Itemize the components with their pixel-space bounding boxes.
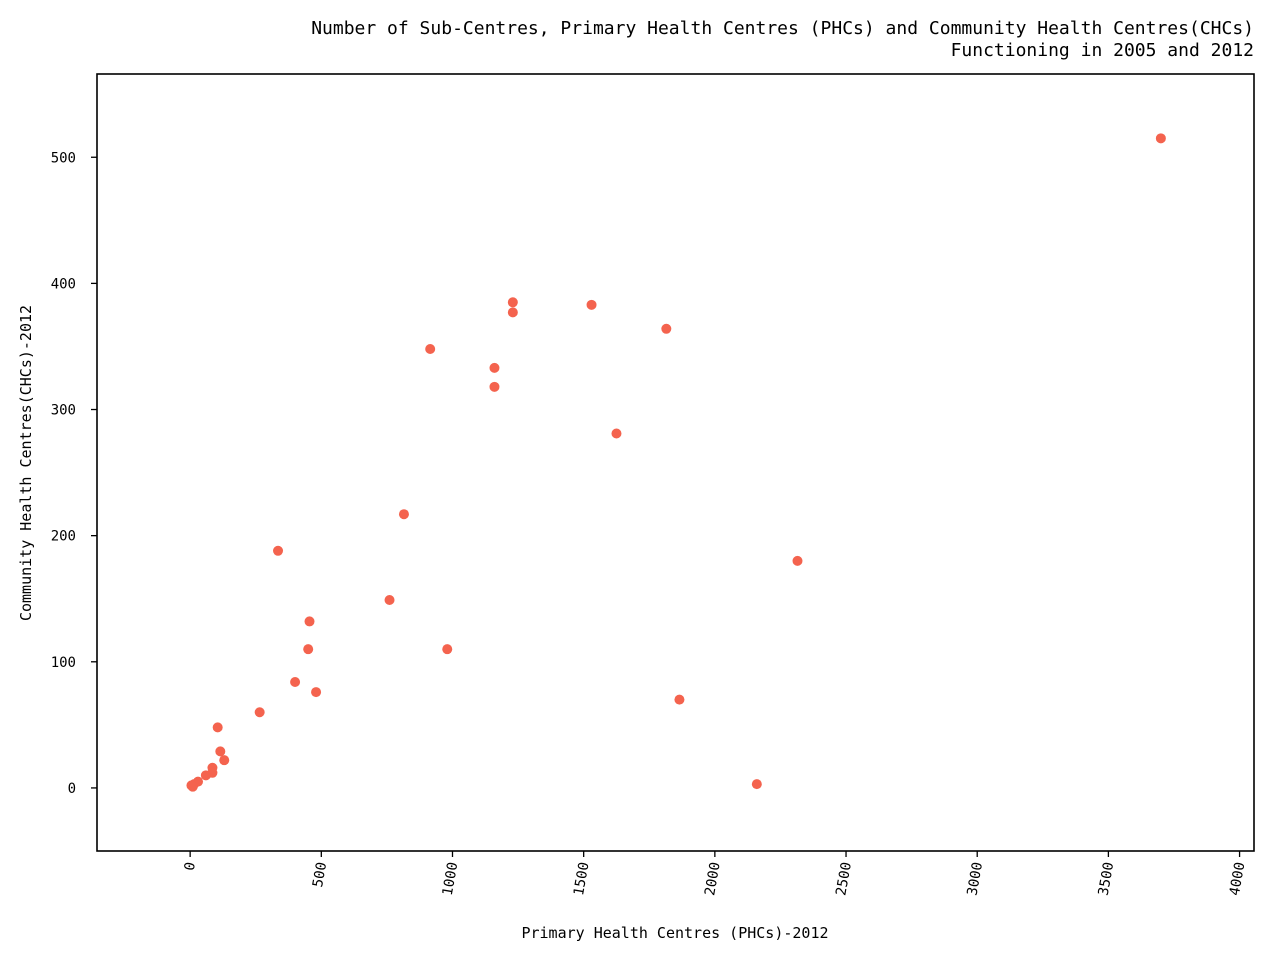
data-point <box>792 555 803 566</box>
data-point <box>212 722 223 733</box>
data-point <box>674 694 685 705</box>
plot-frame <box>96 73 1255 852</box>
x-tick-label: 4000 <box>1227 861 1249 897</box>
data-point <box>290 676 301 687</box>
data-point <box>273 545 284 556</box>
data-point <box>586 299 597 310</box>
y-axis-label: Community Health Centres(CHCs)-2012 <box>17 305 35 621</box>
data-point <box>384 594 395 605</box>
y-axis-ticks: 0 100 200 300 400 500 <box>51 150 97 797</box>
x-tick-label: 0 <box>182 861 199 872</box>
data-point <box>1155 133 1166 144</box>
x-tick-label: 1000 <box>440 861 462 897</box>
x-tick-label: 2000 <box>702 861 724 897</box>
data-point <box>489 381 500 392</box>
data-point <box>751 779 762 790</box>
chart-title-line-2: Functioning in 2005 and 2012 <box>951 40 1254 61</box>
data-point <box>254 707 265 718</box>
x-tick-label: 2500 <box>833 861 855 897</box>
y-tick-label: 200 <box>51 529 76 545</box>
data-point <box>507 307 518 318</box>
y-tick-label: 0 <box>68 781 76 797</box>
y-tick-label: 400 <box>51 276 76 292</box>
x-tick-label: 1500 <box>571 861 593 897</box>
data-point <box>215 746 226 757</box>
y-tick-label: 300 <box>51 403 76 419</box>
data-point <box>425 343 436 354</box>
data-points <box>186 133 1166 792</box>
data-point <box>303 644 314 655</box>
data-point <box>311 687 322 698</box>
data-point <box>187 781 198 792</box>
chart-title-line-1: Number of Sub-Centres, Primary Health Ce… <box>311 18 1254 39</box>
data-point <box>200 770 211 781</box>
y-tick-label: 500 <box>51 150 76 166</box>
data-point <box>611 428 622 439</box>
data-point <box>219 755 230 766</box>
data-point <box>661 323 672 334</box>
y-tick-label: 100 <box>51 655 76 671</box>
data-point <box>489 362 500 373</box>
x-tick-label: 500 <box>310 861 330 889</box>
data-point <box>507 297 518 308</box>
x-axis-ticks: 0 500 1000 1500 2000 2500 3000 3500 4000 <box>182 851 1249 897</box>
x-axis-label: Primary Health Centres (PHCs)-2012 <box>521 924 828 942</box>
data-point <box>398 509 409 520</box>
x-tick-label: 3500 <box>1096 861 1118 897</box>
data-point <box>304 616 315 627</box>
data-point <box>442 644 453 655</box>
x-tick-label: 3000 <box>965 861 987 897</box>
